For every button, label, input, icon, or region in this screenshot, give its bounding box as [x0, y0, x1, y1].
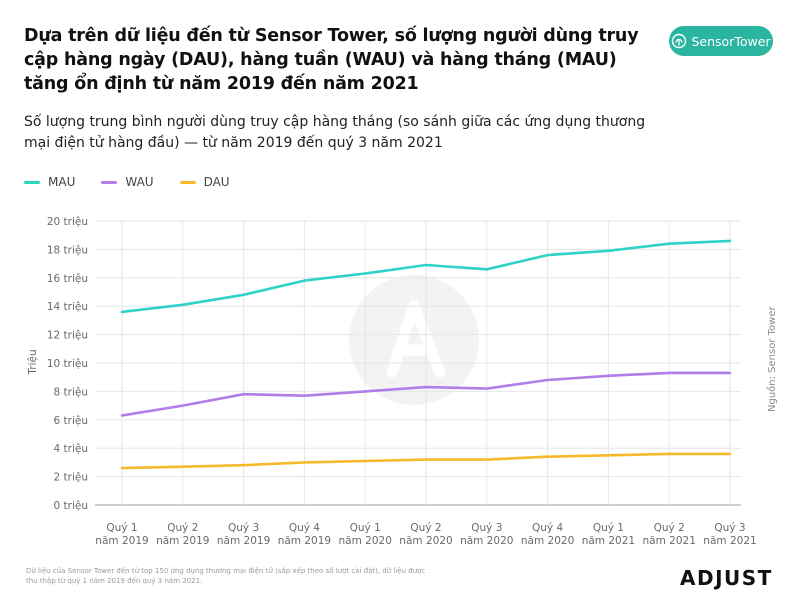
- legend-swatch-dau: [179, 180, 196, 184]
- legend-label-mau: MAU: [48, 175, 76, 189]
- x-tick-label: năm 2019: [95, 535, 148, 547]
- legend-item-dau: DAU: [179, 175, 230, 189]
- y-tick-label: 18 triệu: [47, 244, 88, 256]
- x-tick-label: Quý 2: [410, 522, 441, 534]
- chart-title: Dựa trên dữ liệu đến từ Sensor Tower, số…: [24, 26, 639, 94]
- x-tick-label: năm 2021: [703, 535, 756, 547]
- series-line-wau: [120, 371, 732, 417]
- sensor-tower-badge-label: SensorTower: [691, 33, 771, 49]
- x-tick-label: Quý 3: [471, 522, 502, 534]
- watermark-circle: [349, 275, 479, 405]
- x-tick-label: năm 2019: [278, 535, 331, 547]
- legend-item-wau: WAU: [101, 175, 154, 189]
- y-tick-label: 10 triệu: [47, 358, 88, 370]
- sensor-tower-icon: [671, 33, 687, 49]
- chart-legend: MAU WAU DAU: [24, 175, 230, 189]
- x-tick-label: Quý 3: [714, 522, 745, 534]
- x-tick-label: Quý 1: [593, 522, 624, 534]
- y-tick-label: 14 triệu: [47, 301, 88, 313]
- y-tick-label: 4 triệu: [54, 443, 88, 455]
- source-label: Nguồn: Sensor Tower: [767, 306, 778, 412]
- x-tick-label: Quý 4: [532, 522, 563, 534]
- sensor-tower-badge: SensorTower: [669, 26, 773, 56]
- y-tick-label: 16 triệu: [47, 273, 88, 285]
- y-tick-label: 0 triệu: [54, 500, 88, 512]
- x-tick-label: năm 2019: [217, 535, 270, 547]
- y-axis-label: Triệu: [27, 349, 39, 375]
- x-tick-label: Quý 3: [228, 522, 259, 534]
- adjust-logo: ADJUST: [680, 566, 773, 590]
- x-tick-label: năm 2020: [460, 535, 513, 547]
- series-line-mau: [120, 239, 732, 314]
- x-tick-label: năm 2020: [521, 535, 574, 547]
- y-tick-label: 2 triệu: [54, 472, 88, 484]
- y-tick-label: 8 triệu: [54, 386, 88, 398]
- legend-swatch-wau: [101, 180, 118, 184]
- footnote: Dữ liệu của Sensor Tower đến từ top 150 …: [26, 567, 426, 585]
- x-tick-label: năm 2019: [156, 535, 209, 547]
- legend-label-wau: WAU: [125, 175, 154, 189]
- legend-swatch-mau: [24, 180, 40, 184]
- y-tick-label: 20 triệu: [47, 216, 88, 228]
- x-tick-label: năm 2021: [582, 535, 635, 547]
- x-tick-label: năm 2021: [643, 535, 696, 547]
- chart-subtitle: Số lượng trung bình người dùng truy cập …: [24, 114, 646, 151]
- y-tick-label: 6 triệu: [54, 415, 88, 427]
- x-tick-label: năm 2020: [399, 535, 452, 547]
- legend-label-dau: DAU: [203, 175, 230, 189]
- x-tick-label: Quý 2: [654, 522, 685, 534]
- x-tick-label: Quý 1: [106, 522, 137, 534]
- x-tick-label: năm 2020: [339, 535, 392, 547]
- x-tick-label: Quý 2: [167, 522, 198, 534]
- series-line-dau: [120, 452, 732, 470]
- y-tick-label: 12 triệu: [47, 330, 88, 342]
- x-tick-label: Quý 4: [289, 522, 320, 534]
- x-tick-label: Quý 1: [350, 522, 381, 534]
- legend-item-mau: MAU: [24, 175, 75, 189]
